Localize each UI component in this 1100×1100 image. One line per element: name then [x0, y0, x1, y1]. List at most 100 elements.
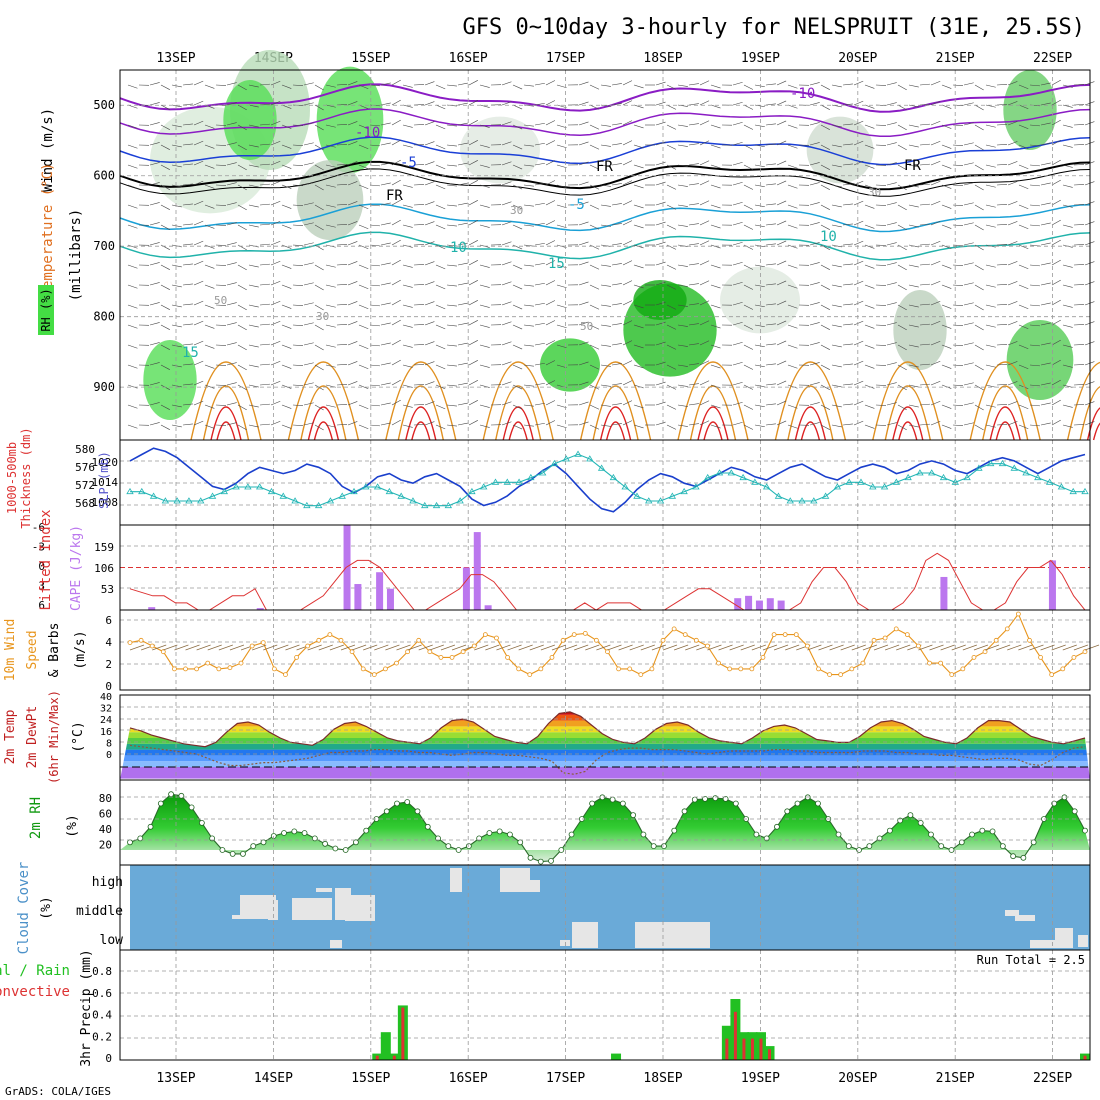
wind-barb: [765, 403, 776, 406]
wind-barb: [325, 284, 336, 288]
wind-barb: [391, 399, 401, 406]
surface-wind-barb: [274, 644, 289, 651]
wind-barb: [270, 100, 281, 106]
wind-barb: [556, 224, 567, 229]
wind-barb: [996, 324, 1007, 326]
rh-tick: 20: [99, 839, 112, 852]
wind-barb: [765, 423, 776, 426]
wind-barb: [985, 264, 996, 268]
wind-barb: [908, 364, 919, 368]
wind-barb: [1018, 304, 1029, 310]
thickness-marker: [468, 487, 476, 495]
wind-barb: [1029, 124, 1040, 127]
wind-speed-marker: [582, 631, 588, 636]
wind-barb: [600, 384, 611, 387]
wind-barb: [424, 361, 435, 366]
wind-barb: [435, 424, 446, 430]
wind-barb: [1040, 362, 1051, 366]
wind-barb: [391, 239, 401, 246]
wind-barb: [809, 422, 820, 426]
wind-barb: [699, 100, 710, 106]
wind-barb: [897, 264, 907, 271]
wind-barb: [655, 421, 666, 426]
wind-barb: [930, 340, 941, 346]
lifted-index-label: Lifted Index: [38, 509, 54, 610]
wind-barb: [842, 203, 853, 206]
wind-barb: [897, 344, 907, 351]
footer-credit: GrADS: COLA/IGES: [5, 1085, 111, 1098]
wind-barb: [688, 183, 699, 186]
wind-barb: [1062, 284, 1073, 288]
wind-barb: [732, 401, 743, 406]
wind-barb: [281, 284, 292, 289]
wind-barb: [512, 104, 523, 110]
wind-barb: [303, 202, 314, 206]
wind-barb: [1029, 324, 1040, 327]
wind-barb: [325, 364, 336, 368]
wind-barb: [985, 324, 996, 328]
wind-barb: [270, 400, 281, 406]
thickness-marker: [432, 501, 441, 509]
wind-barb: [985, 224, 996, 228]
wind-barb: [182, 163, 193, 166]
wind-barb: [820, 264, 830, 270]
wind-barb: [1062, 84, 1073, 88]
rh-marker: [394, 800, 400, 807]
surface-wind-barb: [829, 644, 844, 651]
wind-barb: [1051, 399, 1061, 406]
wind-barb: [1029, 304, 1040, 307]
wind-barb: [523, 284, 534, 287]
surface-wind-barb: [574, 644, 589, 651]
wind-barb: [314, 264, 324, 271]
wind-barb: [655, 301, 666, 306]
temperature-contour-warm: [482, 361, 554, 441]
wind-barb: [259, 323, 270, 326]
wind-barb: [303, 322, 314, 326]
thickness-marker: [597, 464, 606, 471]
rh-contour-label: 50: [214, 294, 227, 307]
wind-speed-marker: [394, 660, 399, 666]
wind-barb: [226, 182, 237, 186]
wind-barb: [512, 184, 523, 190]
wind-speed-marker: [283, 672, 288, 677]
wind-speed-marker: [838, 672, 844, 677]
wind-barb: [886, 262, 897, 266]
wind-barb: [314, 184, 324, 191]
wind-barb: [919, 283, 930, 286]
wind-barb: [336, 324, 347, 326]
lifted-index-tick: -6: [32, 521, 45, 534]
wind-barb: [270, 200, 281, 206]
precip-convective-bar: [742, 1038, 746, 1060]
surface-wind-barb: [1018, 644, 1033, 651]
wind-barb: [545, 340, 556, 346]
wind-barb: [765, 363, 776, 366]
surface-wind-barb: [873, 644, 889, 651]
wind-barb: [237, 424, 247, 431]
rh-marker: [548, 858, 554, 864]
wind-barb: [1007, 301, 1018, 306]
wind-barb: [1051, 219, 1061, 226]
rh-marker: [702, 796, 708, 802]
wind-barb: [732, 321, 743, 326]
wind-barb: [622, 140, 633, 146]
rh-marker: [363, 827, 370, 834]
wind-barb: [897, 224, 907, 231]
wind-barb: [402, 324, 413, 328]
wind-barb: [787, 184, 798, 189]
wind-barb: [545, 280, 556, 286]
cloud-block-low: [1055, 928, 1073, 948]
contour-label: FR: [904, 158, 921, 174]
temperature-contour-warm: [794, 406, 827, 441]
wind-barb: [677, 244, 688, 247]
wind-barb: [930, 180, 941, 186]
cloud-block-low: [330, 940, 342, 948]
precip-total-bar: [611, 1053, 622, 1060]
wind-barb: [314, 84, 324, 91]
wind-barb: [259, 83, 270, 86]
temp-color-band: [120, 767, 1090, 779]
wind-barb: [270, 280, 281, 286]
wind-barb: [732, 101, 743, 106]
wind-barb: [237, 404, 247, 411]
wind-speed-marker: [127, 640, 133, 645]
cape-label: CAPE (J/kg): [69, 525, 84, 611]
